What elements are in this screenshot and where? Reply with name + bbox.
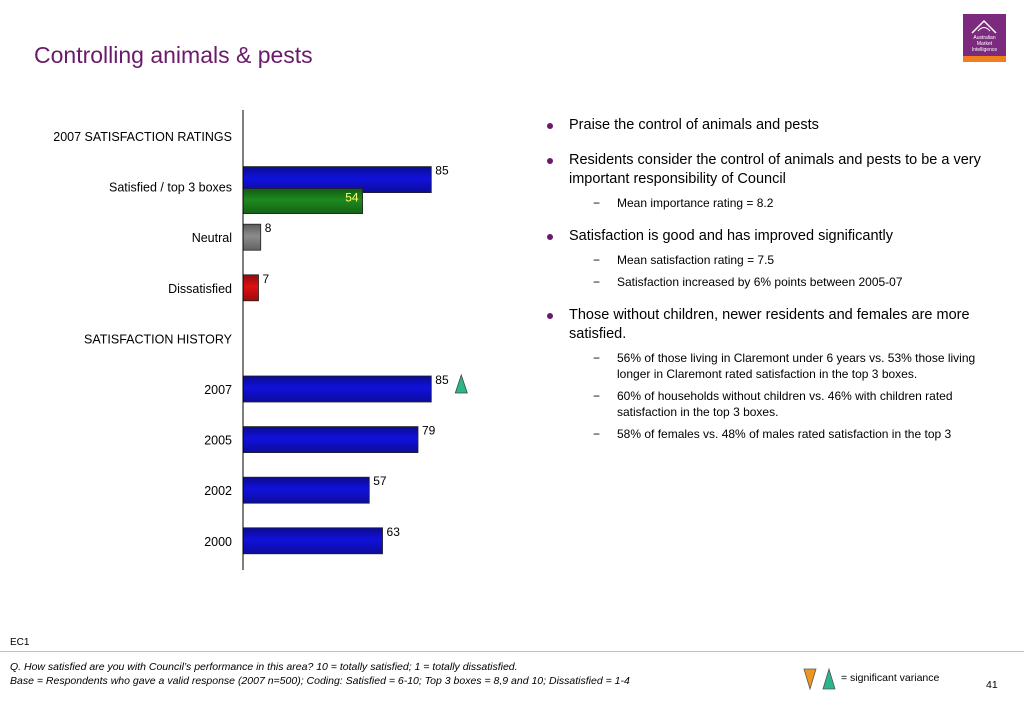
bar [242,274,259,302]
bar [242,527,383,555]
bar [242,476,370,504]
sub-bullet-item: − 60% of households without children vs. … [569,388,990,420]
sub-bullet-text: Mean importance rating = 8.2 [617,196,774,210]
bar [242,223,262,251]
significance-legend [803,668,836,690]
bar [242,426,419,454]
dash-icon: − [593,253,601,267]
category-label: Dissatisfied [168,282,232,296]
logo-line-1: Australian [973,35,996,41]
category-label: Satisfied / top 3 boxes [109,181,232,195]
footer-divider [0,651,1024,652]
logo-accent-bar [963,56,1006,62]
category-label: 2007 [204,383,232,397]
up-triangle-icon [822,668,836,690]
sub-bullet-text: 58% of females vs. 48% of males rated sa… [617,427,952,441]
sub-bullet-item: − 58% of females vs. 48% of males rated s… [569,426,990,442]
bullet-text: Satisfaction is good and has improved si… [569,228,894,244]
logo-line-2: Market [976,41,993,47]
question-text: Q. How satisfied are you with Council’s … [10,661,518,673]
sub-bullet-item: − Mean importance rating = 8.2 [569,195,990,211]
category-label: Neutral [192,231,232,245]
data-label: 7 [263,272,270,286]
bullet-item: Those without children, newer residents … [545,306,990,442]
bullet-dot-icon [547,123,553,129]
base-text: Base = Respondents who gave a valid resp… [10,675,630,687]
dash-icon: − [593,275,601,289]
legend-label: = significant variance [841,672,940,684]
dash-icon: − [593,351,601,365]
sub-bullet-item: − Mean satisfaction rating = 7.5 [569,252,990,268]
sub-bullet-item: − Satisfaction increased by 6% points bet… [569,274,990,290]
up-triangle-icon [454,373,468,394]
bar [242,375,432,403]
section-heading: SATISFACTION HISTORY [84,332,233,346]
chart-code: EC1 [10,637,30,648]
sub-bullet-item: − 56% of those living in Claremont under … [569,350,990,382]
data-label: 85 [435,164,449,178]
inner-data-label: 54 [345,191,359,205]
bullet-text: Residents consider the control of animal… [569,152,981,187]
sub-bullet-text: 60% of households without children vs. 4… [617,389,953,419]
category-label: 2000 [204,535,232,549]
category-label: 2002 [204,484,232,498]
data-label: 63 [387,525,401,539]
dash-icon: − [593,427,601,441]
footnote: Q. How satisfied are you with Council’s … [10,660,630,688]
bullet-item: Residents consider the control of animal… [545,151,990,211]
sub-bullet-text: Satisfaction increased by 6% points betw… [617,275,903,289]
bullet-list: Praise the control of animals and pests R… [545,116,990,458]
data-label: 85 [435,373,449,387]
bullet-text: Praise the control of animals and pests [569,117,819,133]
data-label: 57 [373,474,387,488]
down-triangle-icon [803,668,817,690]
bullet-dot-icon [547,158,553,164]
data-label: 79 [422,424,436,438]
company-logo: Australian Market Intelligence [963,14,1006,62]
page-title: Controlling animals & pests [34,42,313,68]
logo-line-3: Intelligence [971,47,998,53]
data-label: 8 [265,221,272,235]
bullet-dot-icon [547,313,553,319]
bullet-text: Those without children, newer residents … [569,307,970,342]
sub-bullet-text: Mean satisfaction rating = 7.5 [617,253,775,267]
bullet-item: Satisfaction is good and has improved si… [545,227,990,290]
bullet-item: Praise the control of animals and pests [545,116,990,135]
logo-mark-icon [971,19,997,34]
page-number: 41 [986,679,998,691]
dash-icon: − [593,196,601,210]
satisfaction-bar-chart: 2007 SATISFACTION RATINGS Satisfied / top… [53,110,468,570]
section-heading: 2007 SATISFACTION RATINGS [53,130,232,144]
category-label: 2005 [204,434,232,448]
sub-bullet-text: 56% of those living in Claremont under 6… [617,351,976,381]
dash-icon: − [593,389,601,403]
bullet-dot-icon [547,234,553,240]
